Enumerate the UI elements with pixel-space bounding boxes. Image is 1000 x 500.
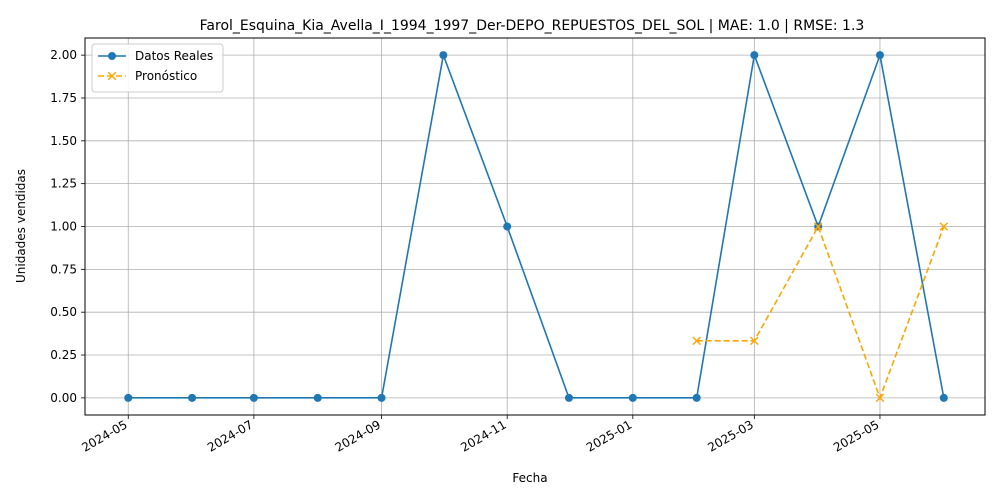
y-tick-label: 0.75 (50, 262, 77, 276)
legend-marker-1 (108, 52, 116, 60)
data-point-2 (939, 222, 949, 231)
legend-marker-2 (107, 71, 117, 81)
data-point-2-stroke (939, 222, 949, 231)
data-point-1 (692, 393, 701, 402)
axis-ticks: 2024-05 2024-07 2024-09 2024-11 2025-01 2025-… (50, 48, 881, 455)
data-point-2-stroke (750, 336, 759, 346)
x-tick-label: 2025-03 (705, 417, 755, 454)
data-point-2 (875, 393, 885, 403)
data-point-1 (750, 51, 759, 60)
data-point-1 (313, 393, 322, 402)
data-point-2-stroke (813, 222, 823, 231)
x-tick-label: 2024-07 (205, 417, 255, 454)
series-line-1 (128, 52, 945, 399)
data-point-1 (439, 51, 448, 60)
grid-lines (85, 38, 985, 415)
y-tick-label: 0.25 (50, 348, 77, 362)
data-point-1 (939, 393, 948, 402)
data-point-2-stroke (875, 393, 885, 403)
data-point-1 (875, 51, 884, 60)
x-tick-label: 2024-11 (458, 417, 508, 454)
legend-label-1: Datos Reales (135, 49, 213, 63)
data-point-2 (750, 336, 759, 346)
y-axis-label: Unidades vendidas (14, 169, 28, 283)
legend: Datos Reales Pronóstico (91, 43, 224, 93)
series-layer (124, 51, 949, 403)
y-tick-label: 1.25 (50, 177, 77, 191)
data-point-1 (249, 393, 258, 402)
legend-label-2: Pronóstico (135, 69, 197, 83)
y-tick-label: 0.00 (50, 391, 77, 405)
y-tick-label: 1.50 (50, 134, 77, 148)
data-point-1 (377, 393, 386, 402)
x-tick-label: 2025-01 (584, 417, 634, 454)
data-point-1 (124, 393, 133, 402)
data-point-2 (813, 222, 823, 231)
x-tick-label: 2024-09 (333, 417, 383, 454)
series-line-2 (696, 224, 945, 401)
data-point-1 (564, 393, 573, 402)
y-tick-label: 2.00 (50, 48, 77, 62)
data-point-2-stroke (692, 336, 701, 346)
data-point-2 (692, 336, 701, 346)
legend-marker-2-stroke (107, 71, 117, 81)
y-tick-label: 1.75 (50, 91, 77, 105)
chart-title: Farol_Esquina_Kia_Avella_I_1994_1997_Der… (200, 18, 865, 34)
y-tick-label: 0.50 (50, 305, 77, 319)
y-tick-label: 1.00 (50, 220, 77, 234)
x-tick-label: 2025-05 (831, 417, 881, 454)
x-axis-label: Fecha (512, 471, 547, 485)
x-tick-label: 2024-05 (79, 417, 129, 454)
data-point-1 (188, 393, 197, 402)
data-point-1 (503, 222, 512, 231)
data-point-1 (628, 393, 637, 402)
